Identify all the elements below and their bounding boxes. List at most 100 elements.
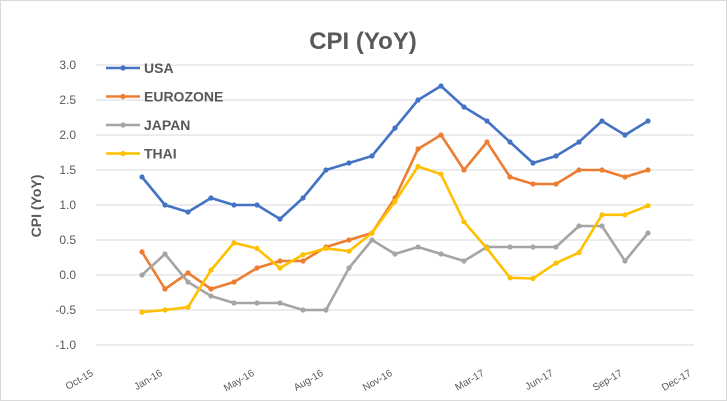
data-point [645,118,651,124]
x-tick-label: Sep-17 [591,368,625,394]
data-point [484,245,490,251]
data-point [254,300,260,306]
legend-item: USA [106,60,174,76]
data-point [599,167,605,173]
data-point [139,272,145,278]
legend-marker [120,65,126,71]
data-point [622,258,628,264]
data-point [139,174,145,180]
data-point [461,104,467,110]
x-tick-label: Jan-16 [133,368,165,393]
x-tick-label: Oct-15 [64,368,96,393]
data-point [645,230,651,236]
data-point [346,160,352,166]
data-point [484,139,490,145]
data-point [622,212,628,218]
data-point [208,293,214,299]
legend-item: EUROZONE [106,89,223,105]
y-tick-label: 3.0 [59,58,76,72]
data-point [484,118,490,124]
data-point [231,279,237,285]
data-point [369,230,375,236]
data-point [438,83,444,89]
data-point [530,181,536,187]
data-point [323,245,329,251]
data-point [415,97,421,103]
y-tick-label: 2.5 [59,93,76,107]
data-point [346,237,352,243]
data-point [231,240,237,246]
data-point [300,258,306,264]
data-point [530,275,536,282]
data-point [369,153,375,159]
data-point [392,198,398,205]
data-point [254,245,260,251]
data-point [415,163,421,170]
data-point [277,265,283,271]
legend-label: USA [144,60,174,76]
data-point [162,202,168,208]
data-point [208,267,214,273]
data-point [553,181,559,187]
data-point [162,307,168,313]
data-point [185,279,191,285]
legend-item: THAI [106,146,177,162]
data-point [323,307,329,313]
legend-label: THAI [144,146,177,162]
y-tick-label: 1.0 [59,198,76,212]
legend-marker [120,150,126,157]
data-point [277,258,283,264]
data-point [162,286,168,292]
data-point [461,167,467,173]
data-point [645,167,651,173]
data-point [369,237,375,243]
data-point [553,153,559,159]
data-point [300,252,306,258]
data-point [461,219,467,225]
data-point [415,244,421,250]
data-point [277,300,283,306]
series-thai [139,163,651,315]
data-point [507,174,513,180]
x-tick-label: Aug-16 [292,368,326,394]
series-usa [139,83,651,222]
legend-item: JAPAN [106,117,190,133]
data-point [599,223,605,229]
data-point [576,167,582,173]
data-point [599,212,605,218]
data-point [346,248,352,254]
data-point [185,270,191,276]
data-point [300,307,306,313]
y-tick-label: 0.0 [59,268,76,282]
data-point [277,216,283,222]
data-point [254,202,260,208]
y-axis-label: CPI (YoY) [28,175,44,238]
data-point [300,195,306,201]
data-point [162,251,168,257]
data-point [323,167,329,173]
data-point [392,125,398,131]
data-point [346,265,352,271]
data-point [231,202,237,208]
series-line [141,165,649,314]
y-tick-label: 2.0 [59,128,76,142]
data-point [507,275,513,281]
data-point [530,244,536,250]
data-point [507,139,513,145]
data-point [139,249,145,255]
data-point [208,195,214,201]
data-point [576,139,582,145]
data-point [530,160,536,166]
data-point [576,250,582,256]
data-point [392,251,398,257]
data-point [231,300,237,306]
data-point [438,132,444,138]
data-point [622,174,628,180]
series-eurozone [139,132,651,292]
data-point [461,258,467,264]
series-line [141,224,650,312]
x-tick-label: Mar-17 [454,368,487,394]
x-tick-label: May-16 [222,368,257,394]
data-point [438,171,444,177]
data-point [438,251,444,257]
